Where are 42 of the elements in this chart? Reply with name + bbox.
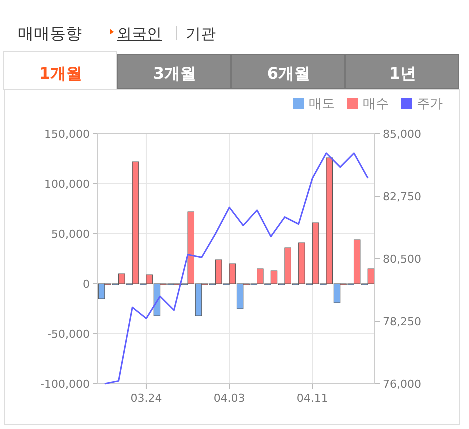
y-tick-label: 150,000: [44, 128, 90, 141]
bar: [284, 248, 292, 284]
text: 외국인: [117, 25, 162, 43]
legend-label: 주가: [417, 97, 443, 112]
legend-label: 매도: [309, 97, 335, 112]
x-tick-label: 03.24: [130, 392, 162, 405]
bar: [118, 274, 126, 284]
bar: [229, 264, 236, 284]
y2-tick-label: 78,250: [383, 316, 422, 328]
y2-tick-label: 82,750: [383, 190, 422, 204]
bar: [326, 158, 334, 284]
bar: [312, 222, 320, 284]
text: 1년: [389, 64, 417, 83]
y-tick-label: 0: [83, 278, 90, 291]
y2-tick-label: 85,000: [383, 128, 422, 141]
text: 1개월: [39, 64, 83, 83]
x-tick-label: 04.11: [296, 392, 328, 405]
text: 6개월: [267, 64, 311, 83]
text: 3개월: [153, 64, 197, 83]
bar: [195, 284, 202, 316]
legend-label: 매수: [363, 97, 389, 112]
bar: [270, 270, 278, 284]
text: 기관: [186, 25, 216, 43]
bar: [354, 240, 361, 284]
bar: [257, 268, 264, 284]
bar: [298, 242, 306, 284]
y-tick-label: -50,000: [48, 328, 90, 341]
bar: [236, 284, 244, 310]
title: 매매동향: [18, 24, 82, 43]
y-tick-label: 50,000: [52, 228, 90, 241]
bar: [146, 274, 153, 284]
bar: [98, 284, 106, 300]
y2-tick-label: 76,000: [383, 378, 422, 391]
y2-tick-label: 80,500: [383, 253, 422, 266]
bar: [132, 162, 140, 284]
bar: [188, 212, 195, 284]
y-tick-label: -100,000: [40, 378, 90, 391]
bar: [215, 260, 222, 284]
bar: [368, 268, 375, 284]
bar: [334, 284, 341, 304]
y-tick-label: 100,000: [44, 178, 90, 191]
x-tick-label: 04.03: [214, 392, 246, 405]
